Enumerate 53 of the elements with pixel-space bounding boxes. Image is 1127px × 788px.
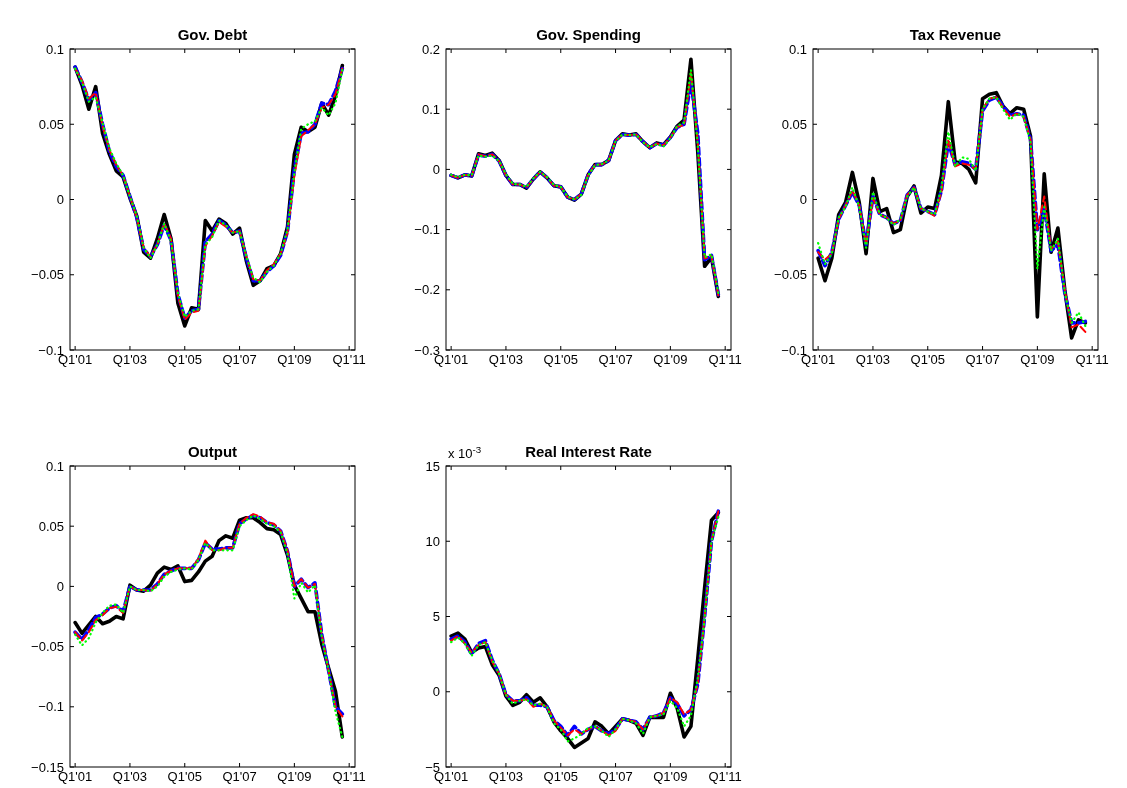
y-tick-label: 0 [56, 192, 64, 208]
y-tick-label: 0.1 [788, 41, 807, 57]
x-tick-label: Q1'07 [598, 352, 633, 367]
x-tick-label: Q1'03 [112, 769, 148, 784]
y-tick-label: 0.2 [421, 41, 440, 57]
x-tick-label: Q1'05 [167, 769, 202, 784]
x-tick-label: Q1'07 [222, 769, 257, 784]
x-tick-label: Q1'09 [1020, 352, 1055, 367]
y-tick-label: 10 [425, 533, 440, 549]
y-tick-label: 0.1 [421, 101, 440, 117]
y-tick-label: −0.1 [38, 699, 64, 715]
x-tick-label: Q1'05 [910, 352, 945, 367]
y-tick-label: 0 [799, 192, 807, 208]
x-tick-label: Q1'09 [277, 769, 312, 784]
x-tick-label: Q1'07 [965, 352, 1000, 367]
x-tick-label: Q1'07 [222, 352, 257, 367]
x-tick-label: Q1'03 [855, 352, 891, 367]
x-tick-label: Q1'11 [708, 352, 742, 367]
y-tick-label: 15 [425, 458, 440, 474]
chart-title: Gov. Debt [177, 26, 248, 43]
x-tick-label: Q1'11 [1075, 352, 1109, 367]
y-tick-label: 0 [56, 578, 64, 594]
x-tick-label: Q1'03 [488, 769, 524, 784]
x-tick-label: Q1'11 [332, 352, 366, 367]
y-tick-label: −0.1 [414, 222, 440, 238]
x-tick-label: Q1'09 [277, 352, 312, 367]
y-tick-label: 0 [432, 684, 440, 700]
y-tick-label: −0.2 [414, 282, 440, 298]
chart-title: Tax Revenue [909, 26, 1002, 43]
y-tick-label: −0.05 [31, 639, 64, 655]
y-tick-label: −0.05 [31, 267, 64, 283]
chart-title: Output [187, 443, 238, 460]
y-tick-label: 0.05 [38, 116, 64, 132]
y-tick-label: 0.1 [45, 458, 64, 474]
y-tick-label: 0.05 [781, 116, 807, 132]
x-tick-label: Q1'11 [708, 769, 742, 784]
x-tick-label: Q1'07 [598, 769, 633, 784]
x-tick-label: Q1'11 [332, 769, 366, 784]
x-tick-label: Q1'03 [112, 352, 148, 367]
x-tick-label: Q1'03 [488, 352, 524, 367]
y-tick-label: 0.1 [45, 41, 64, 57]
x-tick-label: Q1'05 [167, 352, 202, 367]
text: x 10$^{-3}$ [448, 443, 482, 461]
x-tick-label: Q1'05 [543, 352, 578, 367]
y-tick-label: 0.05 [38, 518, 64, 534]
x-tick-label: Q1'09 [653, 769, 688, 784]
x-tick-label: Q1'09 [653, 352, 688, 367]
y-tick-label: 5 [432, 609, 440, 625]
y-tick-label: 0 [432, 161, 440, 177]
x-tick-label: Q1'05 [543, 769, 578, 784]
y-tick-label: −0.05 [774, 267, 807, 283]
chart-title: Real Interest Rate [525, 443, 652, 460]
chart-title: Gov. Spending [536, 26, 641, 43]
